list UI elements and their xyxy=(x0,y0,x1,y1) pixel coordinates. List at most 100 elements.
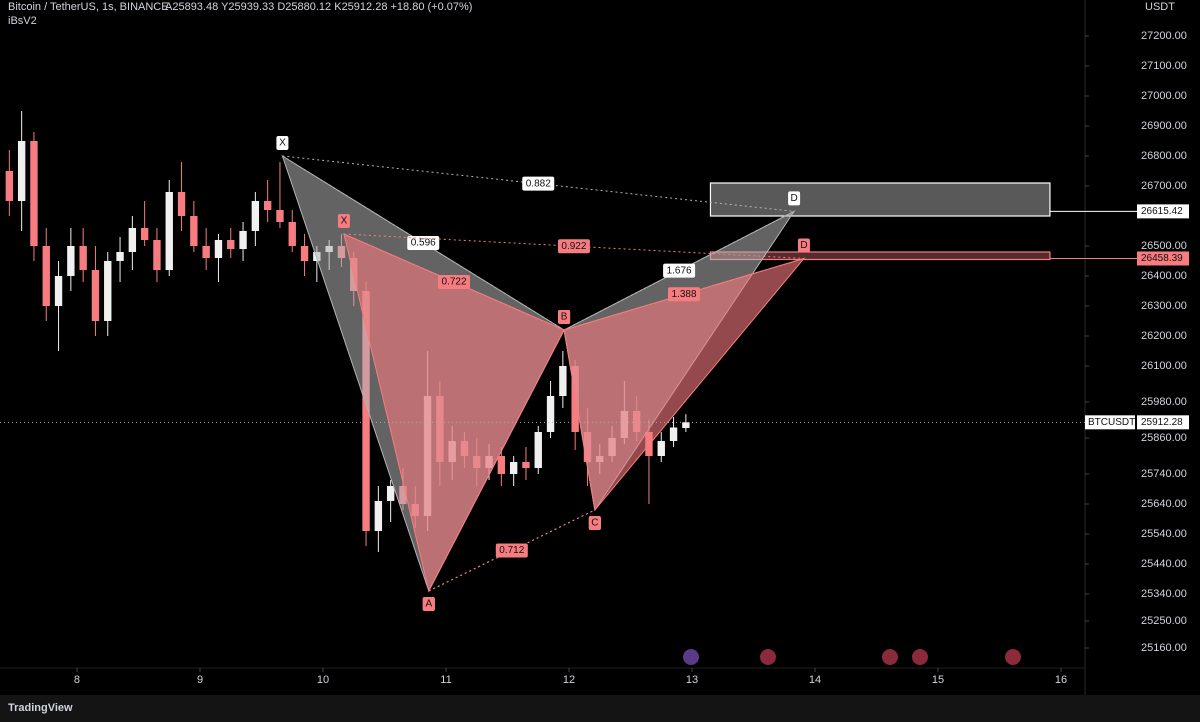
event-icon[interactable] xyxy=(912,649,928,665)
x-tick-label: 12 xyxy=(563,674,575,686)
candle-body xyxy=(91,270,100,321)
candle-body xyxy=(214,240,223,258)
indicator-name: iBsV2 xyxy=(8,15,37,27)
point-label: B xyxy=(561,312,568,323)
point-label: D xyxy=(790,193,797,204)
candle-body xyxy=(153,240,161,270)
target-zone xyxy=(709,182,1051,217)
point-label: A xyxy=(425,599,432,610)
point-label: X xyxy=(279,138,286,149)
x-tick-label: 11 xyxy=(440,674,451,686)
point-box xyxy=(422,597,435,611)
candle-body xyxy=(682,422,690,428)
candle-body xyxy=(509,462,518,474)
y-tick-label: 26500.00 xyxy=(1141,240,1187,252)
x-tick-label: 14 xyxy=(809,674,821,686)
candle-body xyxy=(263,201,272,210)
y-tick-label: 25250.00 xyxy=(1141,615,1187,627)
chart-title: Bitcoin / TetherUS, 1s, BINANCE xyxy=(8,1,169,13)
point-box xyxy=(788,191,801,206)
candle-body xyxy=(5,171,14,201)
price-tag-label: 26615.42 xyxy=(1141,206,1183,217)
ratio-label: 0.922 xyxy=(561,241,586,252)
candle-body xyxy=(165,192,173,270)
candle-body xyxy=(190,216,198,246)
candle-body xyxy=(497,456,506,474)
pattern-dotted-line xyxy=(428,509,596,592)
price-tag-label: 26458.39 xyxy=(1141,253,1183,264)
candle-body xyxy=(571,366,579,432)
point-box xyxy=(588,516,601,530)
ratio-label: 1.676 xyxy=(667,265,692,276)
candle-body xyxy=(288,222,296,246)
ratio-box xyxy=(495,543,528,558)
x-tick-label: 13 xyxy=(686,674,698,686)
point-box xyxy=(337,214,350,228)
footer xyxy=(0,695,1200,722)
candle-body xyxy=(386,486,395,501)
candle-body xyxy=(657,441,665,456)
candle-body xyxy=(67,246,75,276)
y-tick-label: 26700.00 xyxy=(1141,180,1187,192)
last-price-box xyxy=(1137,415,1189,430)
candle-body xyxy=(251,201,260,231)
event-icon[interactable] xyxy=(760,649,776,665)
candle-body xyxy=(374,501,383,531)
candle-body xyxy=(300,246,309,261)
currency: USDT xyxy=(1145,1,1175,13)
event-icon[interactable] xyxy=(1005,649,1021,665)
ratio-box xyxy=(557,239,590,254)
x-tick-label: 9 xyxy=(197,674,203,686)
x-tick-label: 8 xyxy=(74,674,80,686)
candle-body xyxy=(42,246,50,306)
point-box xyxy=(276,136,289,150)
ratio-label: 0.882 xyxy=(526,178,551,189)
candle-body xyxy=(559,366,567,396)
ratio-box xyxy=(438,275,471,289)
point-label: X xyxy=(341,216,348,227)
ratio-label: 0.596 xyxy=(411,238,436,249)
y-tick-label: 25860.00 xyxy=(1141,432,1187,444)
price-tag xyxy=(1137,251,1189,266)
y-tick-label: 25740.00 xyxy=(1141,468,1187,480)
last-price-label: 25912.28 xyxy=(1141,417,1183,428)
point-label: C xyxy=(591,518,598,529)
candle-body xyxy=(79,246,87,270)
candle-body xyxy=(140,228,149,240)
plot: 27200.00 27100.00 27000.00 26900.00 26800.00… xyxy=(0,30,1189,686)
y-tick-label: 25540.00 xyxy=(1141,528,1187,540)
last-price-name: BTCUSDT xyxy=(1088,417,1135,428)
y-tick-label: 26100.00 xyxy=(1141,360,1187,372)
point-label: D xyxy=(800,240,807,251)
ratio-box xyxy=(663,263,696,278)
candle-body xyxy=(202,246,210,258)
ratio-label: 0.712 xyxy=(499,545,524,556)
candle-body xyxy=(116,252,124,261)
point-box xyxy=(558,310,571,324)
candle-body xyxy=(104,261,112,321)
event-icon[interactable] xyxy=(882,649,898,665)
event-icons xyxy=(683,649,1021,665)
candle-body xyxy=(546,396,555,432)
ratio-label: 1.388 xyxy=(671,289,696,300)
candle-body xyxy=(534,432,542,468)
x-tick-label: 15 xyxy=(932,674,944,686)
candle-body xyxy=(17,141,26,201)
y-tick-label: 25160.00 xyxy=(1141,642,1187,654)
ratio-label: 0.722 xyxy=(441,277,466,288)
ratio-box xyxy=(407,236,440,250)
pattern-dotted-line xyxy=(563,210,795,331)
y-tick-label: 25340.00 xyxy=(1141,588,1187,600)
candle-body xyxy=(30,141,38,246)
ohlc-readout: A25893.48 Y25939.33 D25880.12 K25912.28 … xyxy=(165,1,472,13)
y-tick-label: 27000.00 xyxy=(1141,90,1187,102)
y-tick-label: 27100.00 xyxy=(1141,60,1187,72)
brand[interactable]: TradingView xyxy=(8,702,73,714)
ratio-box xyxy=(522,176,555,191)
price-tag xyxy=(1137,204,1189,219)
y-tick-label: 25440.00 xyxy=(1141,558,1187,570)
event-icon[interactable] xyxy=(683,649,699,665)
y-tick-label: 26400.00 xyxy=(1141,270,1187,282)
candle-body xyxy=(276,210,284,222)
candle-body xyxy=(54,276,63,306)
